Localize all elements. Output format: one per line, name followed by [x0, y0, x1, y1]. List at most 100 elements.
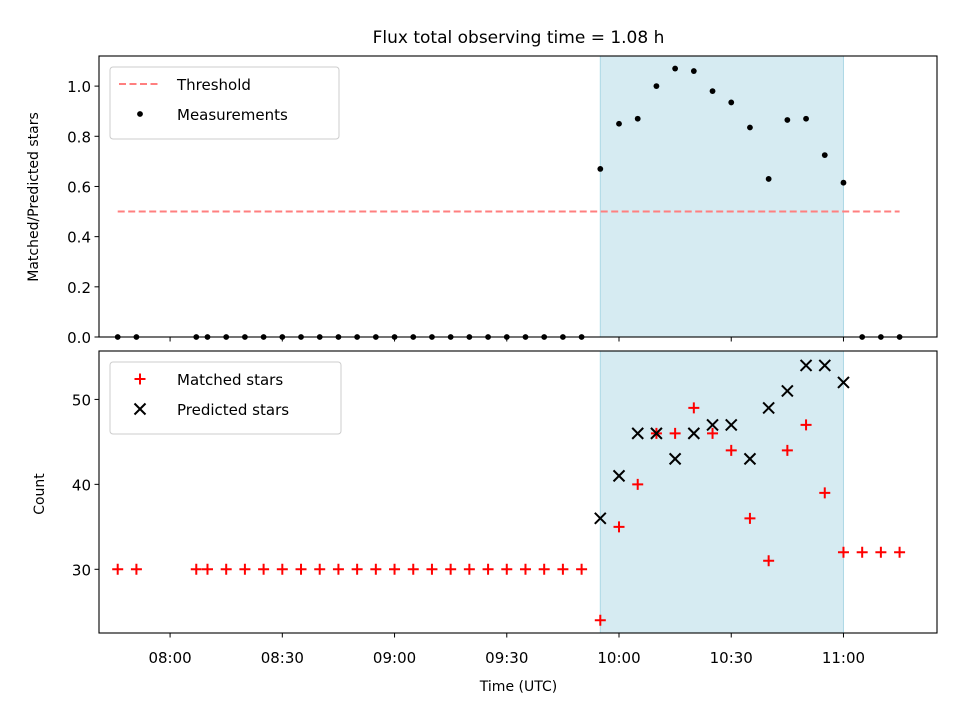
observing-window-shade	[599, 55, 844, 338]
y-tick-label: 0.0	[67, 329, 91, 347]
matched-stars-point	[258, 563, 270, 575]
measurement-point	[840, 179, 847, 186]
matched-stars-point	[130, 563, 142, 575]
y-tick-label: 0.8	[67, 128, 91, 146]
matched-stars-point	[576, 563, 588, 575]
legend-label: Measurements	[177, 106, 288, 124]
matched-stars-point	[837, 546, 849, 558]
matched-stars-point	[389, 563, 401, 575]
predicted-stars-point	[799, 359, 813, 372]
axes-frame	[98, 350, 938, 634]
matched-stars-point	[781, 444, 793, 456]
bottom-y-axis-label: Count	[32, 473, 48, 515]
measurement-point	[765, 176, 772, 182]
matched-stars-point	[445, 563, 457, 575]
y-tick-label: 0.4	[67, 229, 91, 247]
matched-stars-point	[112, 563, 124, 575]
legend-predicted-swatch	[133, 402, 147, 416]
legend-label: Threshold	[176, 76, 251, 94]
chart-title: Flux total observing time = 1.08 h	[373, 28, 665, 48]
measurement-point	[747, 124, 753, 131]
predicted-stars-point	[668, 452, 682, 466]
matched-stars-point	[370, 563, 382, 575]
measurement-point	[821, 152, 828, 159]
matched-stars-point	[463, 563, 475, 575]
legend-box	[109, 361, 342, 435]
legend-box	[109, 66, 340, 140]
top-legend: Threshold Measurements	[109, 66, 340, 140]
predicted-stars-point	[762, 401, 775, 415]
matched-stars-point	[239, 563, 251, 575]
matched-stars-point	[557, 563, 569, 575]
x-axis-label: Time (UTC)	[479, 679, 557, 695]
y-tick-label: 1.0	[67, 78, 91, 96]
x-tick-label: 08:00	[148, 649, 191, 667]
matched-stars-point	[594, 614, 606, 626]
y-tick-label: 0.6	[67, 178, 91, 196]
matched-stars-point	[276, 563, 288, 575]
flux-ratio-plot-area: 0.0 0.2 0.4 0.6 0.8 1.0	[67, 55, 938, 347]
measurement-point	[672, 65, 679, 72]
flux-ratio-panel: Flux total observing time = 1.08 h 0.00.…	[26, 28, 938, 347]
predicted-stars-point	[612, 469, 626, 483]
predicted-stars-point	[781, 384, 794, 398]
y-tick-label: 30	[72, 561, 91, 579]
matched-stars-point	[875, 546, 887, 558]
axes-frame	[98, 55, 938, 338]
top-y-axis-label: Matched/Predicted stars	[26, 112, 42, 282]
matched-stars-point	[725, 444, 737, 456]
measurement-point	[728, 99, 735, 106]
legend-measurements-swatch	[137, 111, 143, 117]
star-count-plot-area: 30 40 50 08:00 08:30 09:00 09:30 10:00 10:30 11:0…	[72, 350, 938, 667]
matched-stars-point	[763, 555, 775, 567]
matched-stars-point	[190, 563, 202, 575]
y-tick-label: 40	[72, 476, 91, 494]
measurement-point	[690, 68, 697, 74]
legend-label: Predicted stars	[177, 401, 289, 419]
predicted-stars-point	[818, 359, 831, 372]
legend-label: Matched stars	[177, 371, 283, 389]
matched-stars-point	[613, 521, 625, 533]
predicted-stars-point	[743, 452, 757, 466]
matched-stars-point	[407, 563, 419, 575]
matched-stars-point	[669, 427, 681, 439]
predicted-stars-point	[706, 418, 719, 432]
predicted-stars-point	[594, 512, 607, 525]
measurement-point	[803, 115, 809, 122]
x-tick-label: 09:30	[485, 649, 528, 667]
star-count-panel: 30 40 50 08:00 08:30 09:00 09:30 10:00 10:30 11:0…	[32, 350, 938, 695]
matched-stars-point	[314, 563, 326, 575]
matched-stars-point	[707, 427, 719, 439]
matched-stars-point	[201, 563, 213, 575]
matched-stars-point	[482, 563, 494, 575]
x-tick-label: 10:00	[597, 649, 640, 667]
predicted-stars-point	[650, 427, 663, 440]
measurement-point	[653, 83, 660, 90]
matched-stars-point	[295, 563, 307, 575]
measurement-point	[709, 88, 716, 95]
y-tick-label: 50	[72, 391, 91, 409]
matched-stars-point	[632, 478, 644, 490]
matched-stars-point	[819, 487, 831, 499]
matched-stars-point	[332, 563, 344, 575]
x-tick-label: 11:00	[822, 649, 865, 667]
matched-stars-point	[894, 546, 906, 558]
matched-stars-point	[519, 563, 531, 575]
matched-stars-point	[501, 563, 513, 575]
matched-stars-point	[800, 419, 812, 431]
observing-window-shade	[599, 350, 844, 634]
x-tick-label: 08:30	[261, 649, 304, 667]
matched-stars-point	[220, 563, 232, 575]
legend-matched-swatch	[134, 373, 146, 385]
predicted-stars-point	[631, 427, 644, 440]
matched-stars-point	[351, 563, 363, 575]
matched-stars-point	[688, 402, 700, 414]
matched-stars-point	[426, 563, 438, 575]
predicted-stars-point	[837, 376, 850, 389]
bottom-legend: Matched stars Predicted stars	[109, 361, 342, 435]
y-tick-label: 0.2	[67, 279, 91, 297]
matched-stars-point	[538, 563, 550, 575]
measurement-point	[597, 166, 604, 172]
predicted-stars-point	[725, 418, 738, 432]
